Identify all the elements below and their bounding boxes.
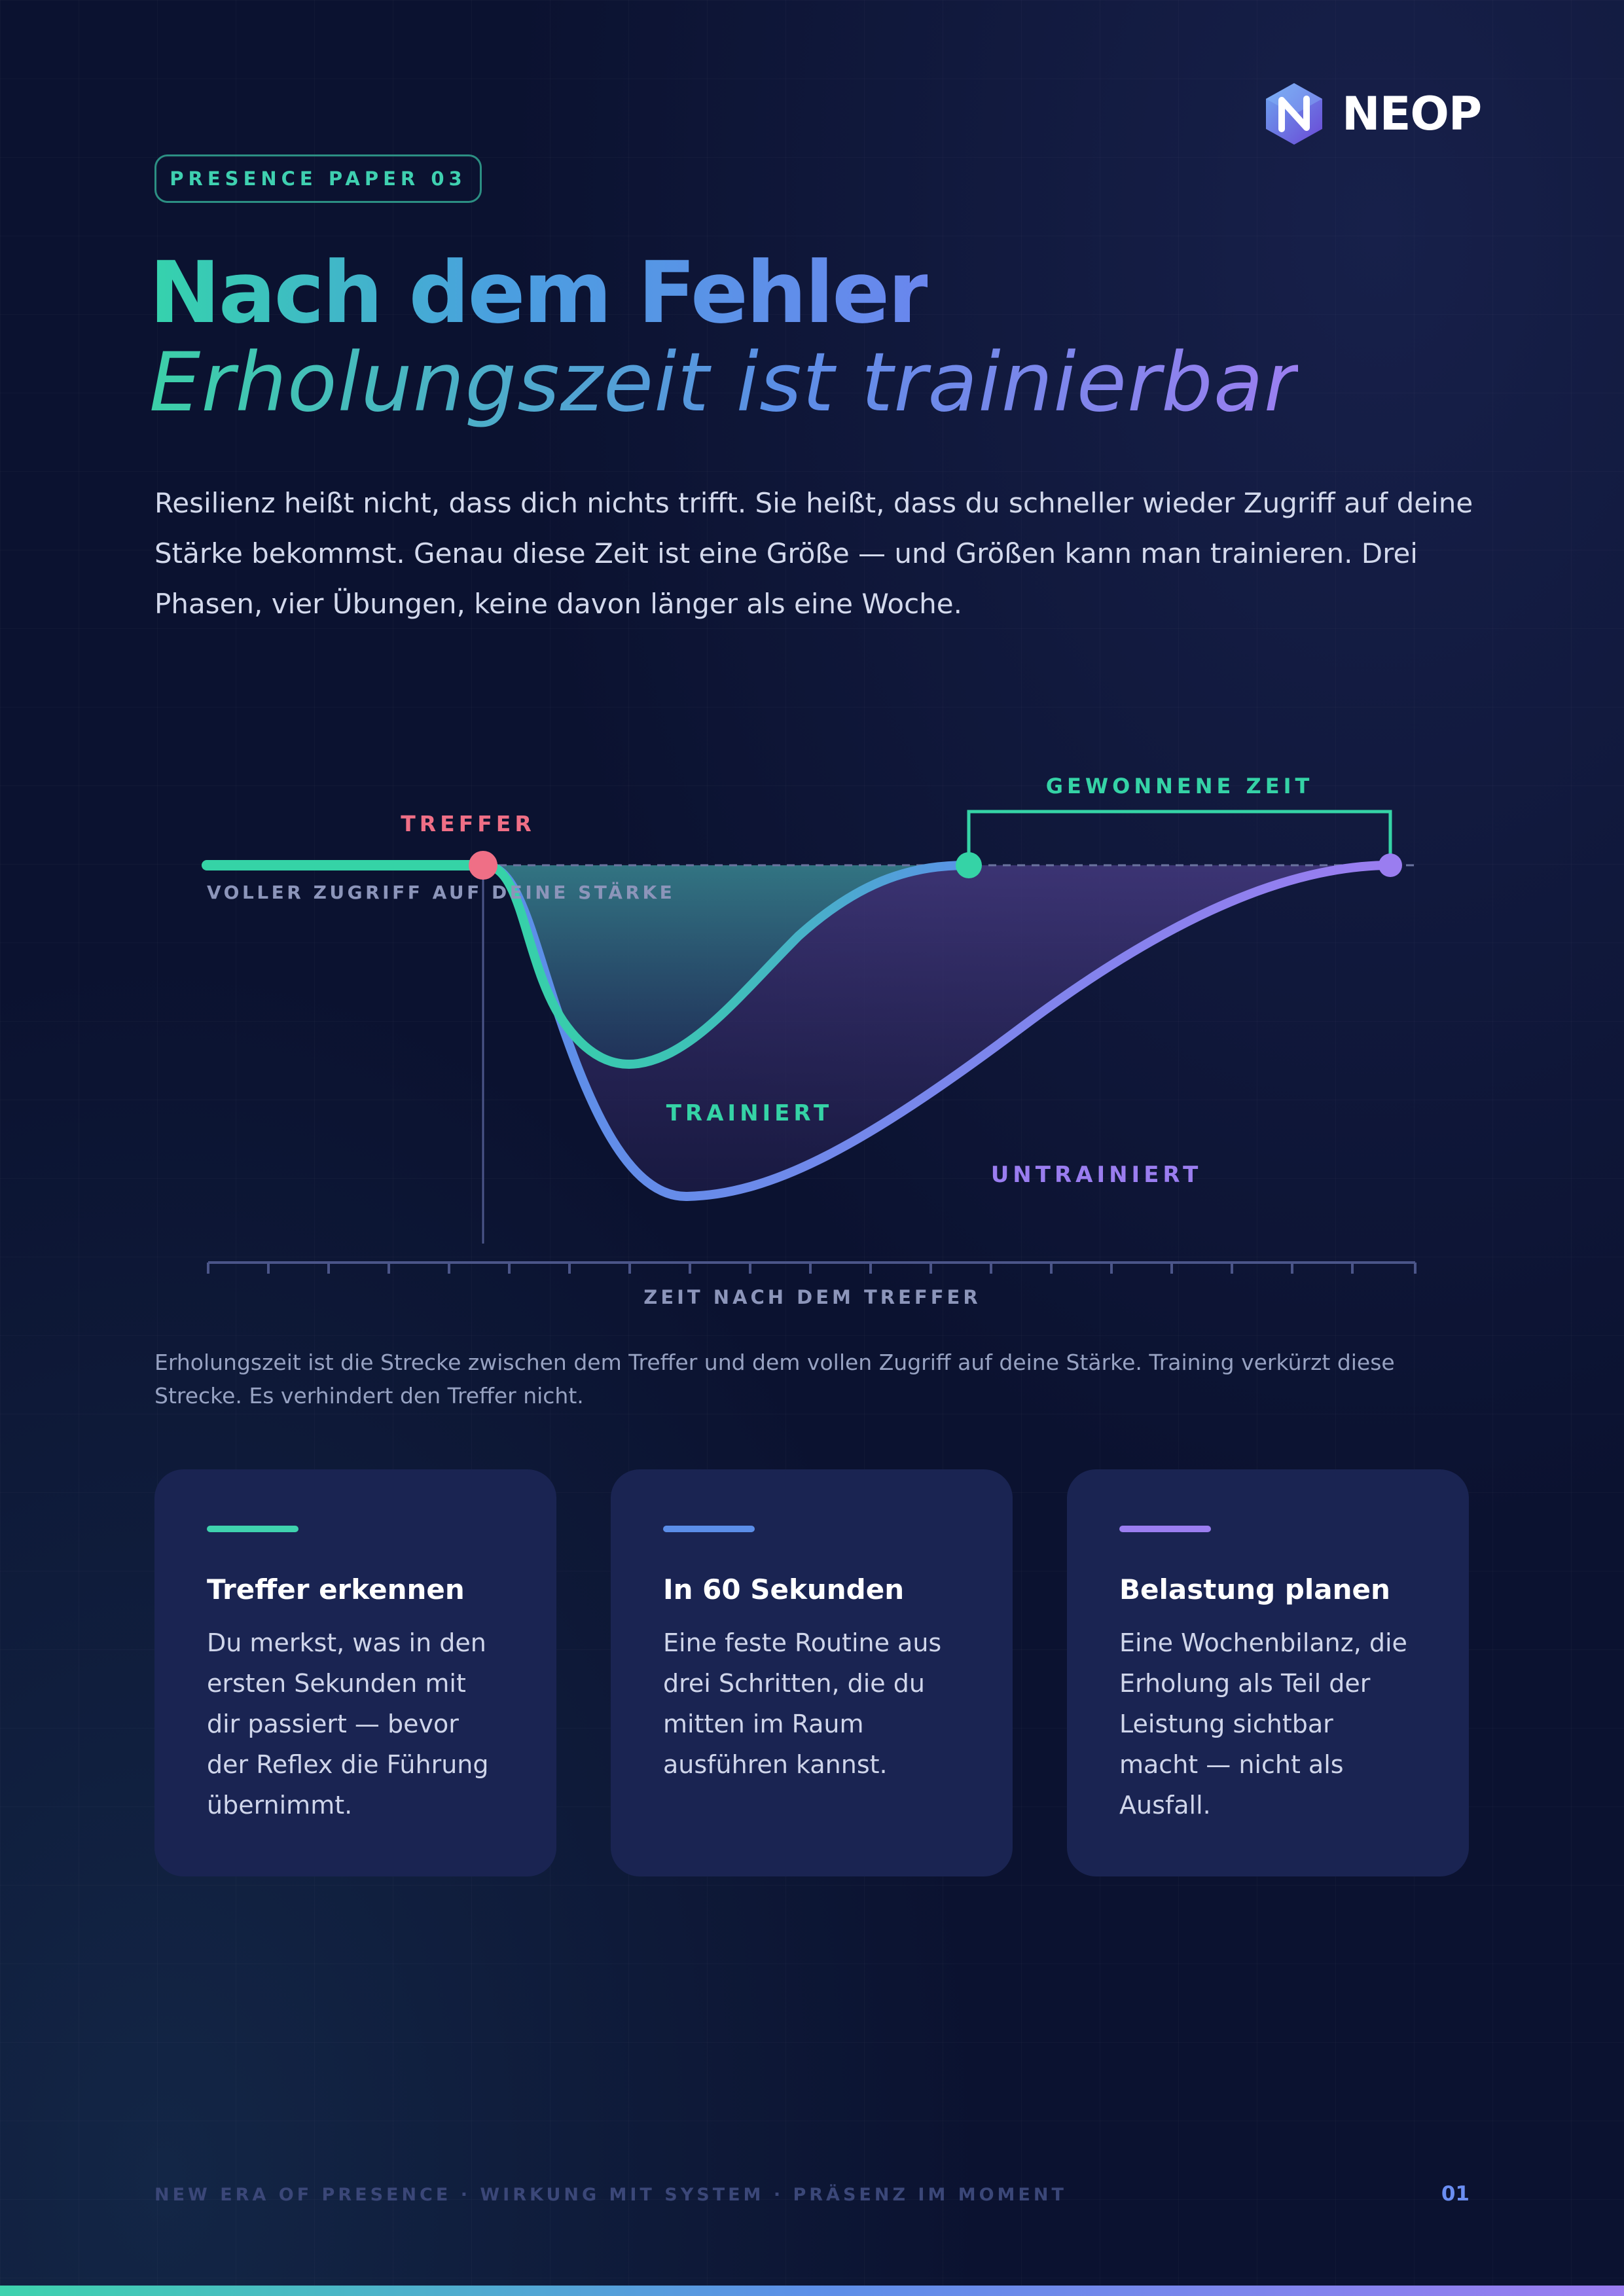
footer-tagline: NEW ERA OF PRESENCE · WIRKUNG MIT SYSTEM…: [154, 2185, 1067, 2205]
recovery-diagram: TREFFER VOLLER ZUGRIFF AUF DEINE STÄRKE …: [202, 774, 1416, 1308]
paper-badge: PRESENCE PAPER 03: [154, 154, 482, 203]
diagram-caption: Erholungszeit ist die Strecke zwischen d…: [154, 1350, 1395, 1408]
card-title: Treffer erkennen: [207, 1573, 465, 1605]
gained-time-bracket: [967, 810, 1392, 865]
card-title: Belastung planen: [1119, 1573, 1390, 1605]
bottom-gradient-bar: [0, 2286, 1624, 2296]
untrained-label: UNTRAINIERT: [991, 1162, 1202, 1188]
brand-logo: NEOP: [1263, 82, 1482, 146]
card-text: Eine feste Routine aus drei Schritten, d…: [663, 1628, 942, 1779]
brand-name: NEOP: [1342, 87, 1482, 141]
untrained-recovery-point: [1379, 853, 1402, 877]
hit-point: [469, 851, 497, 880]
phase-cards: Treffer erkennen Du merkst, was in den e…: [154, 1469, 1469, 1878]
page-subtitle: Erholungszeit ist trainierbar: [149, 334, 1298, 432]
card-accent-bar: [1119, 1526, 1211, 1532]
card-accent-bar: [207, 1526, 298, 1532]
page-title: Nach dem Fehler: [149, 243, 929, 342]
page-number: 01: [1441, 2182, 1470, 2206]
baseline-label: VOLLER ZUGRIFF AUF DEINE STÄRKE: [207, 881, 675, 903]
card-text: Du merkst, was in den ersten Sekunden mi…: [207, 1628, 489, 1820]
card-in-60-sekunden: In 60 Sekunden Eine feste Routine aus dr…: [611, 1469, 1013, 1876]
time-axis-label: ZEIT NACH DEM TREFFER: [643, 1286, 981, 1308]
hexagon-n-logo-icon: [1266, 83, 1322, 145]
card-text: Eine Wochenbilanz, die Erholung als Teil…: [1119, 1628, 1407, 1820]
gained-time-label: GEWONNENE ZEIT: [1046, 774, 1314, 798]
card-accent-bar: [663, 1526, 755, 1532]
card-treffer-erkennen: Treffer erkennen Du merkst, was in den e…: [154, 1469, 556, 1876]
trained-curve: [480, 861, 973, 1069]
time-axis-ticks: [207, 1263, 1416, 1274]
trained-label: TRAINIERT: [666, 1100, 833, 1126]
trained-recovery-point: [956, 852, 982, 878]
intro-paragraph: Resilienz heißt nicht, dass dich nichts …: [154, 487, 1473, 620]
card-title: In 60 Sekunden: [663, 1573, 905, 1605]
card-belastung-planen: Belastung planen Eine Wochenbilanz, die …: [1067, 1469, 1469, 1876]
trained-area: [484, 865, 969, 1065]
hit-label: TREFFER: [401, 811, 535, 836]
